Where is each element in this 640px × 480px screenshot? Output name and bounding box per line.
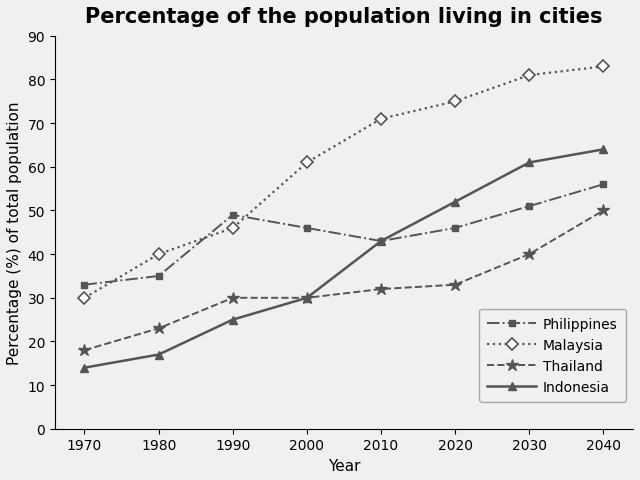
Malaysia: [155, 252, 163, 257]
Malaysia: [451, 99, 459, 105]
Indonesia: [377, 239, 385, 244]
Line: Indonesia: Indonesia: [81, 146, 607, 372]
Line: Malaysia: Malaysia: [81, 63, 607, 302]
Indonesia: [229, 317, 237, 323]
Indonesia: [525, 160, 533, 166]
Philippines: [451, 226, 459, 231]
Philippines: [525, 204, 533, 210]
Line: Thailand: Thailand: [78, 205, 610, 357]
Malaysia: [600, 64, 607, 70]
Philippines: [600, 182, 607, 188]
Y-axis label: Percentage (%) of total population: Percentage (%) of total population: [7, 101, 22, 364]
Line: Philippines: Philippines: [81, 181, 607, 288]
Thailand: [451, 282, 459, 288]
Title: Percentage of the population living in cities: Percentage of the population living in c…: [85, 7, 603, 27]
Philippines: [377, 239, 385, 244]
Philippines: [155, 274, 163, 279]
Malaysia: [81, 295, 88, 301]
Malaysia: [229, 226, 237, 231]
Legend: Philippines, Malaysia, Thailand, Indonesia: Philippines, Malaysia, Thailand, Indones…: [479, 309, 626, 402]
Thailand: [229, 295, 237, 301]
Indonesia: [600, 147, 607, 153]
Indonesia: [451, 200, 459, 205]
Thailand: [303, 295, 311, 301]
Thailand: [525, 252, 533, 257]
Thailand: [600, 208, 607, 214]
Malaysia: [303, 160, 311, 166]
Malaysia: [377, 117, 385, 122]
Indonesia: [303, 295, 311, 301]
Thailand: [377, 287, 385, 292]
Thailand: [155, 326, 163, 332]
Philippines: [229, 213, 237, 218]
Indonesia: [81, 365, 88, 371]
Philippines: [303, 226, 311, 231]
Malaysia: [525, 73, 533, 79]
Indonesia: [155, 352, 163, 358]
Philippines: [81, 282, 88, 288]
X-axis label: Year: Year: [328, 458, 360, 473]
Thailand: [81, 348, 88, 353]
